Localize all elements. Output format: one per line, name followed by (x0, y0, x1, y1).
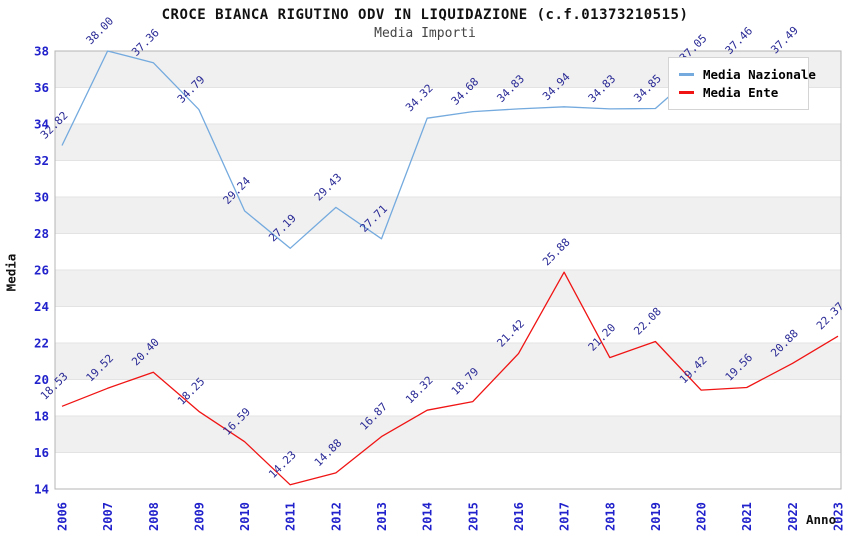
x-tick-label: 2019 (649, 502, 663, 531)
data-label: 25.88 (540, 236, 573, 269)
x-tick-label: 2011 (284, 502, 298, 531)
x-tick-label: 2015 (466, 502, 480, 531)
y-tick-label: 26 (34, 263, 49, 278)
y-tick-label: 34 (34, 117, 49, 132)
data-label: 38.00 (84, 15, 117, 48)
x-tick-label: 2007 (101, 502, 115, 531)
grid-band (55, 124, 841, 161)
x-tick-label: 2012 (329, 502, 343, 531)
blue-line-swatch-icon (679, 72, 694, 76)
x-tick-label: 2020 (695, 502, 709, 531)
grid-band (55, 343, 841, 380)
x-tick-label: 2009 (192, 502, 206, 531)
x-tick-label: 2006 (56, 502, 70, 531)
x-tick-label: 2016 (512, 502, 526, 531)
x-tick-label: 2018 (603, 502, 617, 531)
data-label: 14.23 (266, 448, 299, 481)
chart-title: CROCE BIANCA RIGUTINO ODV IN LIQUIDAZION… (161, 7, 689, 23)
x-tick-label: 2010 (238, 502, 252, 531)
x-tick-label: 2017 (558, 502, 572, 531)
y-tick-label: 16 (34, 445, 49, 460)
chart-subtitle: Media Importi (374, 26, 476, 41)
y-tick-label: 28 (34, 226, 49, 241)
legend-label: Media Nazionale (703, 66, 816, 82)
x-tick-label: 2008 (147, 502, 161, 531)
legend-label: Media Ente (703, 84, 779, 100)
y-tick-label: 14 (34, 482, 49, 497)
plot-border (54, 50, 842, 490)
x-tick-label: 2022 (786, 502, 800, 531)
legend-item-media-nazionale: Media Nazionale (679, 65, 816, 83)
y-tick-label: 22 (34, 336, 49, 351)
legend-item-media-ente: Media Ente (679, 83, 798, 101)
y-tick-label: 24 (34, 299, 49, 314)
x-tick-label: 2014 (421, 502, 435, 531)
y-tick-label: 18 (34, 409, 49, 424)
series-line-media-ente (61, 271, 839, 486)
x-tick-label: 2013 (375, 502, 389, 531)
red-line-swatch-icon (679, 90, 694, 94)
grid-band (55, 270, 841, 307)
y-tick-label: 38 (34, 44, 49, 59)
legend: Media Nazionale Media Ente (668, 57, 816, 110)
grid-band (55, 416, 841, 453)
y-tick-label: 30 (34, 190, 49, 205)
x-tick-label: 2023 (832, 502, 846, 531)
data-label: 22.08 (631, 305, 664, 338)
y-tick-label: 20 (34, 372, 49, 387)
grid-band (55, 197, 841, 234)
x-tick-label: 2021 (740, 502, 754, 531)
y-tick-label: 32 (34, 153, 49, 168)
x-axis-title: Anno (806, 512, 837, 527)
y-tick-label: 36 (34, 80, 49, 95)
